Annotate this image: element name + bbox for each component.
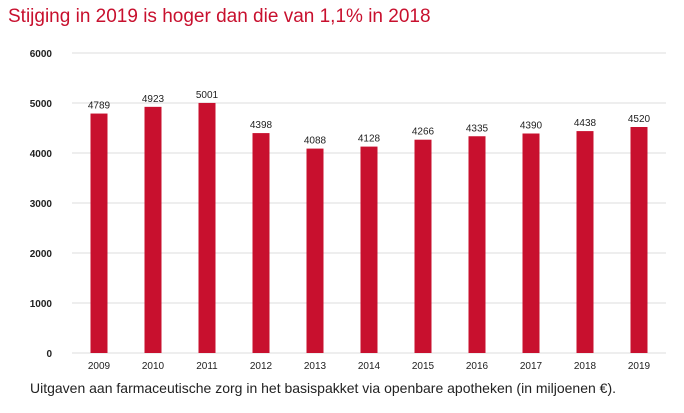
bar-2012 [252, 133, 270, 353]
y-tick-label: 0 [46, 349, 52, 360]
data-label: 4923 [142, 94, 165, 105]
x-axis-ticks: 2009 2010 2011 2012 2013 2014 2015 2016 2017 2018… [88, 361, 651, 372]
y-axis-ticks: 0 1000 2000 3000 4000 5000 6000 [30, 49, 53, 360]
x-tick-label: 2009 [88, 361, 111, 372]
data-label: 4128 [358, 134, 381, 145]
x-tick-label: 2019 [628, 361, 651, 372]
x-tick-label: 2018 [574, 361, 597, 372]
bar-2014 [360, 146, 378, 353]
bar-2013 [306, 148, 324, 353]
data-label: 4390 [520, 121, 543, 132]
bar-2018 [576, 131, 594, 353]
data-label: 4789 [88, 101, 111, 112]
data-label: 4520 [628, 114, 651, 125]
bar-2009 [90, 113, 108, 353]
y-tick-label: 3000 [30, 199, 53, 210]
x-tick-label: 2013 [304, 361, 327, 372]
data-label: 4266 [412, 127, 435, 138]
bar-2017 [522, 133, 540, 353]
x-tick-label: 2017 [520, 361, 543, 372]
data-label: 4335 [466, 123, 489, 134]
bar-2015 [414, 139, 432, 353]
y-tick-label: 6000 [30, 49, 53, 60]
data-label: 5001 [196, 90, 219, 101]
y-tick-label: 5000 [30, 99, 53, 110]
x-tick-label: 2010 [142, 361, 165, 372]
x-tick-label: 2015 [412, 361, 435, 372]
bar-2010 [144, 106, 162, 353]
data-label: 4398 [250, 120, 273, 131]
x-tick-label: 2016 [466, 361, 489, 372]
x-tick-label: 2014 [358, 361, 381, 372]
bar-2019 [630, 127, 648, 353]
bar-2011 [198, 102, 216, 353]
data-label: 4088 [304, 136, 327, 147]
chart-title: Stijging in 2019 is hoger dan die van 1,… [8, 6, 431, 27]
chart-caption: Uitgaven aan farmaceutische zorg in het … [30, 380, 617, 396]
data-label: 4438 [574, 118, 597, 129]
bars [90, 102, 648, 353]
y-tick-label: 2000 [30, 249, 53, 260]
data-labels: 4789 4923 5001 4398 4088 4128 4266 4335 4390 4438… [88, 90, 651, 147]
y-tick-label: 4000 [30, 149, 53, 160]
bar-2016 [468, 136, 486, 353]
x-tick-label: 2011 [196, 361, 218, 372]
x-tick-label: 2012 [250, 361, 273, 372]
y-tick-label: 1000 [30, 299, 53, 310]
